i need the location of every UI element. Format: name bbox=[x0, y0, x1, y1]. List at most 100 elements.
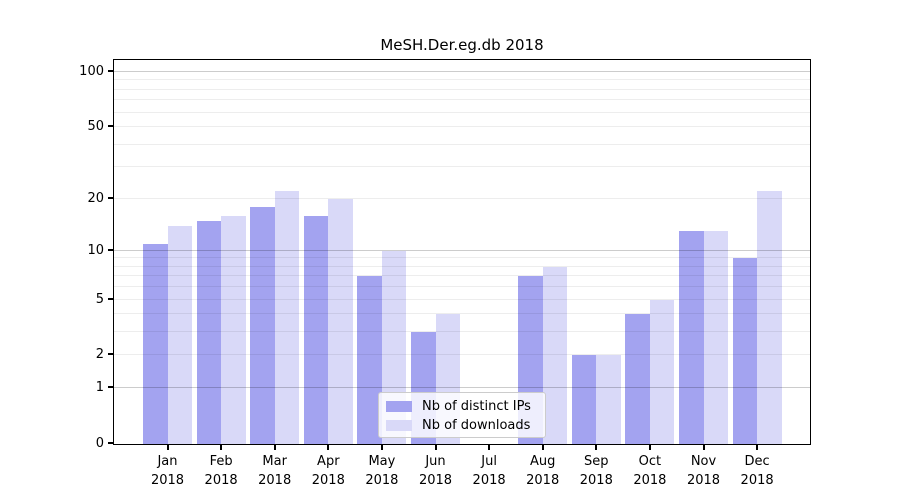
x-axis-tick-label-nov: Nov 2018 bbox=[677, 452, 731, 490]
x-axis-tick-label-oct: Oct 2018 bbox=[623, 452, 677, 490]
gridline-minor bbox=[114, 166, 810, 168]
gridline-minor bbox=[114, 111, 810, 113]
legend-entry: Nb of distinct IPs bbox=[386, 397, 545, 416]
x-tick-year: 2018 bbox=[686, 473, 721, 488]
x-tick-month: Nov bbox=[690, 454, 717, 469]
bar-downloads-apr bbox=[328, 198, 353, 444]
x-tick-year: 2018 bbox=[740, 473, 774, 488]
x-axis-tick bbox=[488, 444, 491, 450]
gridline-minor bbox=[114, 99, 810, 101]
bar-distinct-ips-sep bbox=[571, 355, 597, 444]
x-axis-tick-label-jun: Jun 2018 bbox=[409, 452, 463, 490]
y-axis-tick bbox=[108, 353, 113, 356]
bar-downloads-dec bbox=[757, 191, 782, 444]
bar-distinct-ips-dec bbox=[732, 258, 758, 444]
legend-entry: Nb of downloads bbox=[386, 416, 545, 435]
x-tick-year: 2018 bbox=[258, 473, 292, 488]
legend-swatch bbox=[386, 420, 412, 431]
bar-downloads-mar bbox=[274, 191, 300, 444]
y-axis-tick-label: 0 bbox=[95, 436, 104, 451]
x-tick-year: 2018 bbox=[311, 473, 345, 488]
legend: Nb of distinct IPs Nb of downloads bbox=[378, 392, 546, 438]
y-axis-tick-label: 20 bbox=[87, 190, 104, 206]
x-axis-tick bbox=[273, 444, 276, 450]
y-axis-tick-label: 5 bbox=[95, 291, 104, 307]
bar-downloads-feb bbox=[221, 215, 246, 444]
x-tick-month: Jan bbox=[157, 454, 178, 469]
y-axis-tick-label: 100 bbox=[79, 64, 104, 80]
x-tick-month: Jun bbox=[425, 454, 446, 469]
x-tick-month: Aug bbox=[529, 454, 556, 469]
x-tick-month: Mar bbox=[262, 454, 287, 469]
x-axis-tick-label-jul: Jul 2018 bbox=[462, 452, 516, 490]
x-axis-tick-label-may: May 2018 bbox=[355, 452, 409, 490]
x-tick-year: 2018 bbox=[204, 473, 238, 488]
bar-distinct-ips-jan bbox=[143, 243, 168, 444]
x-axis-tick bbox=[595, 444, 598, 450]
y-axis-tick bbox=[108, 442, 113, 444]
x-tick-month: Jul bbox=[481, 454, 497, 469]
gridline-minor bbox=[114, 197, 810, 199]
gridline-minor bbox=[114, 354, 810, 356]
gridline-minor bbox=[114, 313, 810, 315]
x-tick-month: Oct bbox=[638, 454, 662, 469]
gridline-major bbox=[114, 387, 810, 389]
y-axis-tick bbox=[108, 248, 113, 251]
x-axis-tick bbox=[434, 444, 437, 450]
x-axis-tick bbox=[648, 444, 651, 450]
x-tick-year: 2018 bbox=[418, 473, 453, 488]
x-axis-tick bbox=[541, 444, 544, 450]
bar-downloads-jan bbox=[167, 225, 192, 444]
x-tick-month: Apr bbox=[317, 454, 340, 469]
legend-label: Nb of distinct IPs bbox=[422, 399, 531, 414]
gridline-minor bbox=[114, 331, 810, 333]
x-axis-tick-label-feb: Feb 2018 bbox=[194, 452, 248, 490]
x-axis-tick bbox=[380, 444, 383, 450]
x-tick-month: May bbox=[368, 454, 396, 469]
gridline-minor bbox=[114, 79, 810, 81]
x-axis-tick bbox=[166, 444, 169, 450]
gridline-major bbox=[114, 249, 810, 251]
y-axis-tick bbox=[108, 386, 113, 389]
bar-distinct-ips-feb bbox=[196, 220, 222, 444]
x-axis-tick-label-aug: Aug 2018 bbox=[516, 452, 570, 490]
y-axis-tick bbox=[108, 196, 113, 199]
y-axis-tick bbox=[108, 297, 113, 300]
x-tick-month: Dec bbox=[744, 454, 770, 469]
gridline-minor bbox=[114, 286, 810, 288]
plot-area bbox=[113, 59, 811, 445]
bar-downloads-oct bbox=[649, 299, 675, 444]
gridline-minor bbox=[114, 257, 810, 259]
y-axis-tick-label: 2 bbox=[95, 347, 104, 363]
bar-downloads-sep bbox=[596, 355, 621, 444]
bar-distinct-ips-oct bbox=[625, 314, 650, 444]
x-axis-tick-label-jan: Jan 2018 bbox=[141, 452, 195, 490]
bar-distinct-ips-apr bbox=[303, 215, 329, 444]
y-axis-tick bbox=[108, 125, 113, 128]
legend-swatch bbox=[386, 401, 412, 412]
x-axis-tick-label-dec: Dec 2018 bbox=[730, 452, 784, 490]
gridline-minor bbox=[114, 126, 810, 128]
x-tick-year: 2018 bbox=[150, 473, 185, 488]
x-tick-year: 2018 bbox=[472, 473, 506, 488]
bar-distinct-ips-nov bbox=[679, 231, 704, 444]
gridline-minor bbox=[114, 298, 810, 300]
bar-distinct-ips-may bbox=[357, 276, 382, 444]
bar-downloads-aug bbox=[542, 266, 568, 444]
gridline-minor bbox=[114, 143, 810, 145]
x-tick-year: 2018 bbox=[365, 473, 399, 488]
legend-label: Nb of downloads bbox=[422, 418, 531, 433]
x-tick-year: 2018 bbox=[526, 473, 560, 488]
x-axis-tick bbox=[220, 444, 223, 450]
x-axis-tick-label-mar: Mar 2018 bbox=[248, 452, 302, 490]
y-axis-tick-label: 10 bbox=[87, 242, 104, 258]
x-tick-year: 2018 bbox=[633, 473, 667, 488]
x-axis-tick-label-apr: Apr 2018 bbox=[301, 452, 355, 490]
y-axis-tick-label: 50 bbox=[87, 119, 104, 135]
x-tick-year: 2018 bbox=[579, 473, 613, 488]
y-axis-tick bbox=[108, 70, 113, 73]
x-tick-month: Feb bbox=[209, 454, 233, 469]
gridline-minor bbox=[114, 265, 810, 267]
y-axis-tick-label: 1 bbox=[95, 380, 104, 396]
